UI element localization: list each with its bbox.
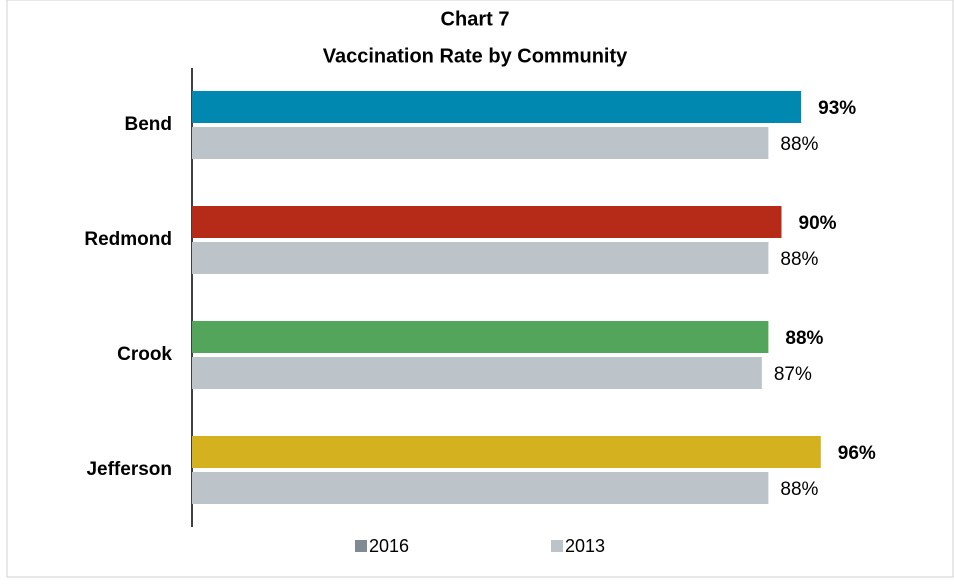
bar xyxy=(192,206,782,238)
bar xyxy=(192,321,769,353)
value-label: 96% xyxy=(838,443,876,464)
bar xyxy=(192,357,762,389)
category-label: Redmond xyxy=(84,229,172,250)
value-label: 88% xyxy=(785,328,823,349)
chart-subtitle: Vaccination Rate by Community xyxy=(323,45,628,67)
value-label: 90% xyxy=(799,213,837,234)
value-label: 88% xyxy=(780,249,818,270)
chart-border xyxy=(6,0,954,578)
bar xyxy=(192,472,769,504)
legend-label: 2013 xyxy=(565,536,605,556)
bar xyxy=(192,91,802,123)
bar xyxy=(192,242,769,274)
chart-title: Chart 7 xyxy=(441,8,510,30)
category-label: Crook xyxy=(117,344,172,365)
value-label: 93% xyxy=(818,98,856,119)
category-label: Bend xyxy=(125,114,173,135)
value-label: 88% xyxy=(780,134,818,155)
legend-swatch xyxy=(355,540,367,552)
legend-label: 2016 xyxy=(369,536,409,556)
value-label: 87% xyxy=(774,364,812,385)
legend-swatch xyxy=(551,540,563,552)
bar xyxy=(192,436,821,468)
bar xyxy=(192,127,769,159)
value-label: 88% xyxy=(780,479,818,500)
category-label: Jefferson xyxy=(86,459,172,480)
